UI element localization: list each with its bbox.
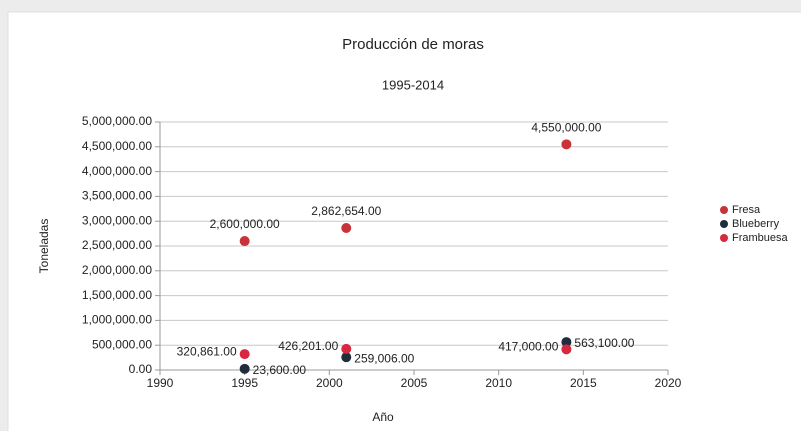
- x-tick-label: 2020: [655, 376, 682, 390]
- point: [561, 139, 572, 150]
- x-tick-label: 2005: [401, 376, 428, 390]
- data-label: 426,201.00: [278, 339, 338, 353]
- legend-label: Blueberry: [732, 218, 780, 230]
- y-tick-label: 1,500,000.00: [82, 288, 152, 302]
- y-tick-label: 4,500,000.00: [82, 139, 152, 153]
- data-label: 417,000.00: [498, 339, 558, 353]
- point: [239, 349, 250, 360]
- x-axis-label: Año: [372, 410, 394, 424]
- y-tick-label: 4,000,000.00: [82, 164, 152, 178]
- data-label: 563,100.00: [574, 336, 634, 350]
- y-tick-label: 500,000.00: [92, 337, 152, 351]
- x-tick-label: 2010: [485, 376, 512, 390]
- point: [341, 352, 352, 363]
- y-axis-label: Toneladas: [37, 219, 51, 274]
- legend-label: Fresa: [732, 204, 761, 216]
- legend-marker: [720, 220, 728, 228]
- data-label: 23,600.00: [253, 363, 307, 377]
- chart-title: Producción de moras: [342, 36, 484, 53]
- x-tick-label: 1990: [147, 376, 174, 390]
- data-label: 2,600,000.00: [210, 217, 280, 231]
- legend-marker: [720, 234, 728, 242]
- y-tick-label: 5,000,000.00: [82, 114, 152, 128]
- y-tick-label: 2,000,000.00: [82, 263, 152, 277]
- y-tick-label: 3,000,000.00: [82, 213, 152, 227]
- point: [341, 223, 352, 234]
- data-label: 320,861.00: [177, 344, 237, 358]
- data-label: 259,006.00: [354, 351, 414, 365]
- x-tick-label: 1995: [231, 376, 258, 390]
- data-label: 4,550,000.00: [531, 120, 601, 134]
- x-tick-label: 2000: [316, 376, 343, 390]
- legend-label: Frambuesa: [732, 232, 789, 244]
- point: [341, 343, 352, 354]
- y-tick-label: 2,500,000.00: [82, 238, 152, 252]
- point: [239, 236, 250, 247]
- y-tick-label: 1,000,000.00: [82, 313, 152, 327]
- point: [561, 344, 572, 355]
- data-label: 2,862,654.00: [311, 204, 381, 218]
- chart-subtitle: 1995-2014: [382, 77, 444, 92]
- point: [561, 337, 572, 348]
- y-tick-label: 0.00: [129, 362, 153, 376]
- legend-marker: [720, 206, 728, 214]
- y-tick-label: 3,500,000.00: [82, 189, 152, 203]
- x-tick-label: 2015: [570, 376, 597, 390]
- point: [239, 363, 250, 374]
